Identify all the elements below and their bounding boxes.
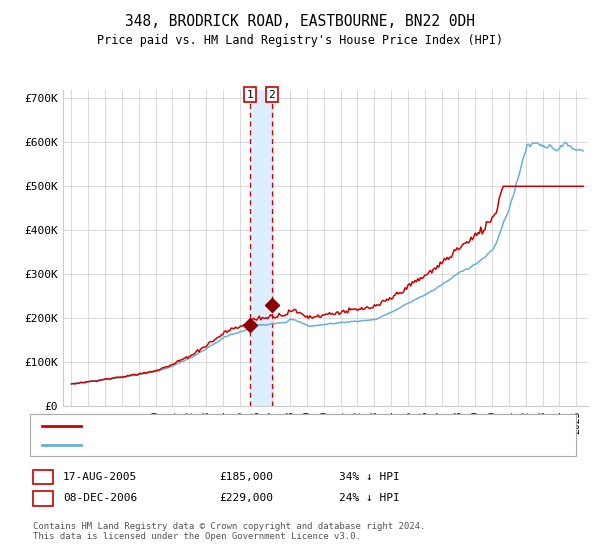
Text: £185,000: £185,000 bbox=[219, 472, 273, 482]
Text: Price paid vs. HM Land Registry's House Price Index (HPI): Price paid vs. HM Land Registry's House … bbox=[97, 34, 503, 46]
Text: 1: 1 bbox=[247, 90, 254, 100]
Text: HPI: Average price, detached house, Eastbourne: HPI: Average price, detached house, East… bbox=[87, 440, 374, 450]
Bar bbox=[250, 90, 272, 406]
Text: 34% ↓ HPI: 34% ↓ HPI bbox=[339, 472, 400, 482]
Text: Contains HM Land Registry data © Crown copyright and database right 2024.
This d: Contains HM Land Registry data © Crown c… bbox=[33, 522, 425, 542]
Text: 17-AUG-2005: 17-AUG-2005 bbox=[63, 472, 137, 482]
Text: 348, BRODRICK ROAD, EASTBOURNE, BN22 0DH: 348, BRODRICK ROAD, EASTBOURNE, BN22 0DH bbox=[125, 14, 475, 29]
Text: £229,000: £229,000 bbox=[219, 493, 273, 503]
Text: 24% ↓ HPI: 24% ↓ HPI bbox=[339, 493, 400, 503]
Text: 2: 2 bbox=[40, 493, 46, 503]
Text: 08-DEC-2006: 08-DEC-2006 bbox=[63, 493, 137, 503]
Text: 1: 1 bbox=[40, 472, 46, 482]
Text: 2: 2 bbox=[269, 90, 275, 100]
Text: 348, BRODRICK ROAD, EASTBOURNE, BN22 0DH (detached house): 348, BRODRICK ROAD, EASTBOURNE, BN22 0DH… bbox=[87, 421, 443, 431]
